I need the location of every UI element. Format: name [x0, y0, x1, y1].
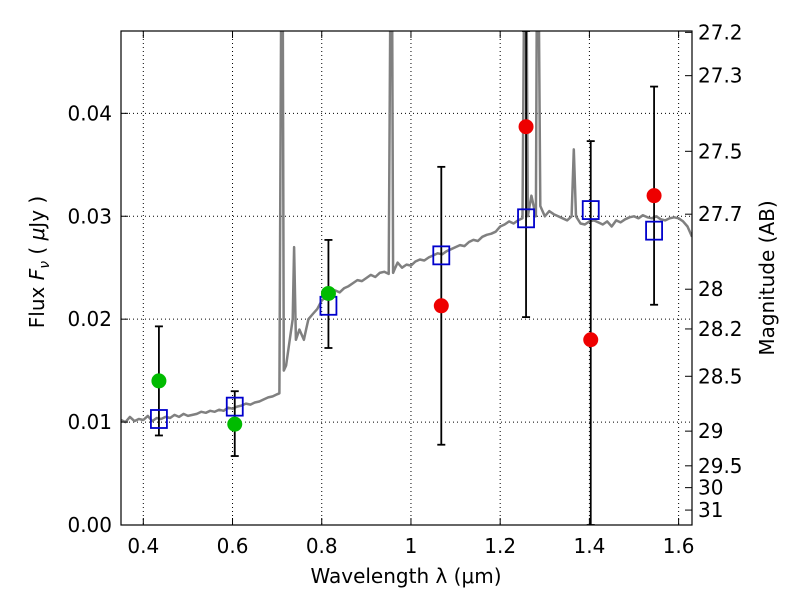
y-tick-label: 0.02 — [67, 307, 112, 331]
x-axis-title: Wavelength λ (μm) — [310, 564, 501, 588]
y2-tick-label: 27.5 — [698, 139, 743, 163]
y2-tick-label: 30 — [698, 476, 723, 500]
y-tick-label: 0.03 — [67, 204, 112, 228]
y2-tick-label: 27.7 — [698, 202, 743, 226]
detection-point — [227, 416, 243, 432]
y-axis-title-nu: ν — [37, 261, 53, 269]
x-tick-label: 1.4 — [573, 534, 605, 558]
y2-tick-label: 28.2 — [698, 317, 743, 341]
plot-frame — [120, 30, 693, 526]
measurement-point — [433, 298, 449, 314]
y2-tick-label: 28 — [698, 277, 723, 301]
x-tick-label: 1 — [405, 534, 418, 558]
y-axis-title-mu: μ — [25, 228, 49, 242]
data-layer — [121, 31, 692, 525]
model-band-square — [581, 200, 600, 220]
y2-tick-label: 28.5 — [698, 364, 743, 388]
x-tick-label: 1.2 — [484, 534, 516, 558]
y-axis-title-paren: ( — [25, 240, 49, 261]
model-band-square — [150, 409, 168, 429]
model-band-square — [517, 208, 535, 229]
x-tick-label: 0.8 — [306, 534, 338, 558]
y-axis-title-flux: Flux — [25, 280, 49, 328]
y2-tick-label: 29.5 — [698, 454, 743, 478]
axis-ticks: 0.4 0.6 0.8 1 1.2 1.4 1.6 0.00 0.01 0.02 0.03 0.04 2… — [67, 20, 742, 558]
y-tick-label: 0.01 — [67, 410, 112, 434]
detection-point — [320, 285, 336, 301]
y-tick-label: 0.04 — [67, 101, 112, 125]
x-tick-label: 1.6 — [663, 534, 695, 558]
x-tick-label: 0.4 — [127, 534, 159, 558]
model-band-square — [432, 245, 451, 266]
y2-axis-title: Magnitude (AB) — [755, 200, 779, 355]
y2-tick-label: 27.3 — [698, 64, 743, 88]
model-band-square — [225, 396, 244, 417]
y-axis-title: Flux Fν ( μJy ) — [25, 196, 53, 328]
y-axis-title-f: F — [25, 268, 49, 280]
measurement-point — [646, 188, 662, 204]
y2-tick-label: 27.2 — [698, 20, 743, 44]
plot-background — [121, 31, 692, 525]
x-tick-label: 0.6 — [217, 534, 249, 558]
measurement-point — [518, 119, 534, 135]
model-band-square — [645, 220, 663, 241]
measurement-point — [583, 332, 599, 348]
y-axis-title-unit: Jy ) — [25, 196, 49, 230]
y2-tick-label: 31 — [698, 498, 723, 522]
y2-tick-label: 29 — [698, 419, 723, 443]
y-tick-label: 0.00 — [67, 513, 112, 537]
detection-point — [151, 373, 167, 389]
